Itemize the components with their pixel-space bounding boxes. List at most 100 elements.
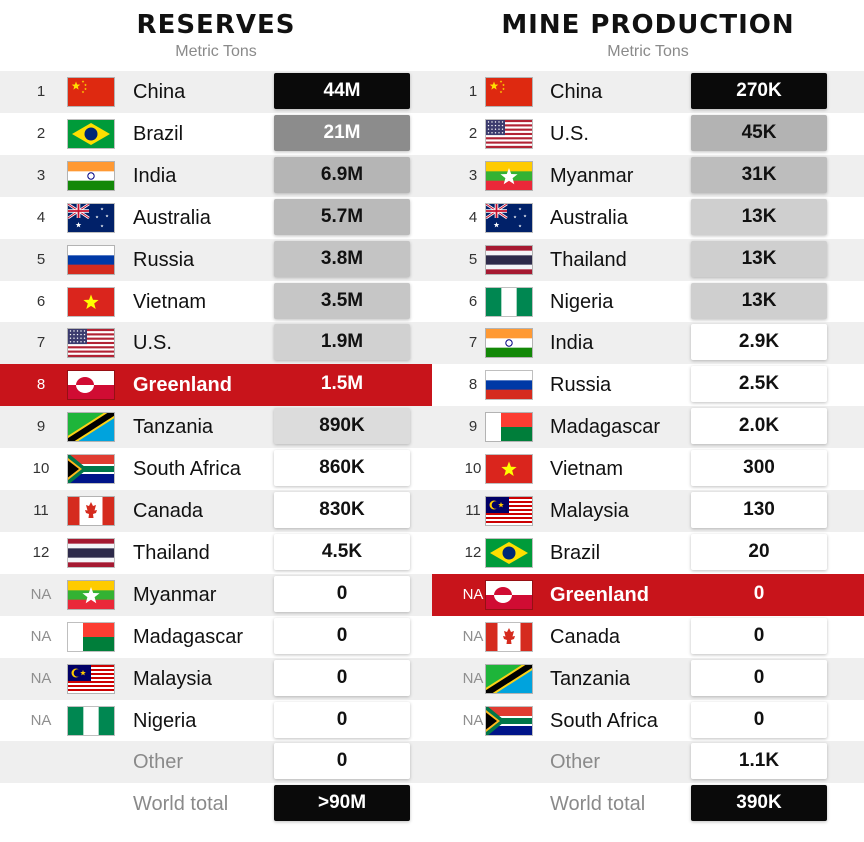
country-name: Myanmar xyxy=(550,164,634,187)
flag-russia-icon xyxy=(486,371,532,400)
country-name: Madagascar xyxy=(550,416,661,439)
flag-malaysia-icon xyxy=(486,497,532,525)
country-name: Vietnam xyxy=(550,458,624,481)
flag-australia-icon xyxy=(68,203,114,232)
flag-india-icon xyxy=(486,329,532,358)
country-name: Thailand xyxy=(550,248,627,271)
flag-south-africa-icon xyxy=(68,455,114,484)
table-row: NA Madagascar 0 xyxy=(0,616,432,658)
country-name: Brazil xyxy=(550,541,601,564)
reserves-title: RESERVES xyxy=(136,10,296,40)
country-name: U.S. xyxy=(550,122,589,145)
table-row: 5 Thailand 13K xyxy=(432,238,864,281)
value-box: 13K xyxy=(691,198,827,235)
country-name: Canada xyxy=(133,500,204,522)
value-box: 4.5K xyxy=(274,533,410,570)
country-name: China xyxy=(550,81,603,103)
value-box: 6.9M xyxy=(274,156,410,193)
flag-russia-icon xyxy=(68,245,114,274)
rank-label: 8 xyxy=(468,376,478,394)
rank-label: NA xyxy=(30,627,52,645)
country-name: India xyxy=(133,164,177,187)
rank-label: 7 xyxy=(36,334,46,352)
country-name: Other xyxy=(550,751,601,774)
value-box: 130 xyxy=(691,492,827,528)
table-row: NA Myanmar 0 xyxy=(0,573,432,616)
value-box: 13K xyxy=(691,282,827,319)
rank-label xyxy=(432,783,514,825)
table-row: 6 Nigeria 13K xyxy=(432,281,864,323)
rank-label: 8 xyxy=(36,376,46,394)
value-box: 300 xyxy=(691,450,827,487)
country-name: Malaysia xyxy=(550,500,629,522)
table-row: 12 Thailand 4.5K xyxy=(0,532,432,574)
world-total-value: >90M xyxy=(274,785,410,822)
table-row: 7 India 2.9K xyxy=(432,322,864,365)
rank-label: 1 xyxy=(36,83,46,100)
flag-australia-icon xyxy=(486,203,532,232)
country-name: Nigeria xyxy=(550,290,614,313)
country-name: Malaysia xyxy=(133,667,212,690)
rank-label: 3 xyxy=(36,166,46,184)
production-panel: MINE PRODUCTION Metric Tons 1 China 270K 2 U… xyxy=(432,0,864,842)
table-row: 1 China 44M xyxy=(0,71,432,113)
table-row: 8 Russia 2.5K xyxy=(432,364,864,406)
rank-label: NA xyxy=(462,669,484,687)
value-box: 1.1K xyxy=(691,743,827,780)
flag-brazil-icon xyxy=(486,538,532,567)
rank-label: 2 xyxy=(36,124,46,142)
table-row-total: World total 390K xyxy=(432,783,864,825)
flag-canada-icon xyxy=(68,497,114,525)
country-name: World total xyxy=(550,793,646,816)
table-row: 6 Vietnam 3.5M xyxy=(0,281,432,323)
flag-myanmar-icon xyxy=(486,161,532,190)
table-row: 2 U.S. 45K xyxy=(432,113,864,155)
country-name: South Africa xyxy=(133,458,241,481)
country-name: Thailand xyxy=(133,541,210,564)
country-name: Greenland xyxy=(133,374,232,397)
value-box: 5.7M xyxy=(274,198,410,235)
flag-china-icon xyxy=(68,78,114,106)
rank-label: 3 xyxy=(468,166,478,184)
country-name: Australia xyxy=(133,206,211,229)
country-name: U.S. xyxy=(133,332,172,355)
world-total-value: 390K xyxy=(691,785,827,822)
value-box: 2.9K xyxy=(691,324,827,361)
table-row: 2 Brazil 21M xyxy=(0,113,432,155)
rank-label: 9 xyxy=(36,418,46,436)
rank-label: NA xyxy=(462,711,484,729)
flag-nigeria-icon xyxy=(486,287,532,316)
table-row: 11 Canada 830K xyxy=(0,490,432,532)
value-box: 2.0K xyxy=(691,408,827,445)
table-row: NA Malaysia 0 xyxy=(0,657,432,700)
country-name: Russia xyxy=(550,374,612,397)
rank-label xyxy=(432,741,514,783)
country-name: Other xyxy=(133,751,184,774)
table-row: 10 Vietnam 300 xyxy=(432,448,864,490)
flag-china-icon xyxy=(486,78,532,106)
table-row: Other 0 xyxy=(0,741,432,784)
value-box: 0 xyxy=(274,701,410,738)
production-subtitle: Metric Tons xyxy=(607,43,689,60)
table-row: 7 U.S. 1.9M xyxy=(0,322,432,365)
value-box: 0 xyxy=(753,582,765,604)
value-box: 0 xyxy=(274,743,410,780)
value-box: 0 xyxy=(274,659,410,696)
country-name: Nigeria xyxy=(133,709,197,732)
country-name: Vietnam xyxy=(133,290,207,313)
rank-label: 12 xyxy=(32,543,50,561)
country-name: Myanmar xyxy=(133,583,217,606)
rank-label: 11 xyxy=(33,502,49,519)
value-box: 45K xyxy=(691,114,827,151)
table-row-total: World total >90M xyxy=(0,783,432,825)
table-row: NA Greenland 0 xyxy=(432,573,864,616)
rank-label: NA xyxy=(30,711,52,729)
flag-tanzania-icon xyxy=(68,413,114,442)
country-name: Russia xyxy=(133,248,195,271)
value-box: 3.8M xyxy=(274,240,410,277)
table-row: 5 Russia 3.8M xyxy=(0,238,432,281)
value-box: 1.5M xyxy=(320,373,364,395)
rank-label: NA xyxy=(462,585,484,603)
rank-label xyxy=(0,741,82,783)
value-box: 0 xyxy=(274,617,410,654)
